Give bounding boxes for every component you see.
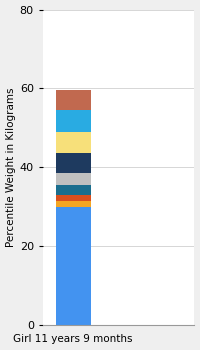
- Bar: [56, 90, 91, 110]
- Y-axis label: Percentile Weight in Kilograms: Percentile Weight in Kilograms: [6, 88, 16, 247]
- Bar: [56, 132, 91, 153]
- Bar: [56, 185, 91, 195]
- Bar: [56, 206, 91, 325]
- Bar: [56, 173, 91, 185]
- Bar: [56, 195, 91, 201]
- Bar: [56, 201, 91, 206]
- Bar: [56, 110, 91, 132]
- Bar: [56, 153, 91, 173]
